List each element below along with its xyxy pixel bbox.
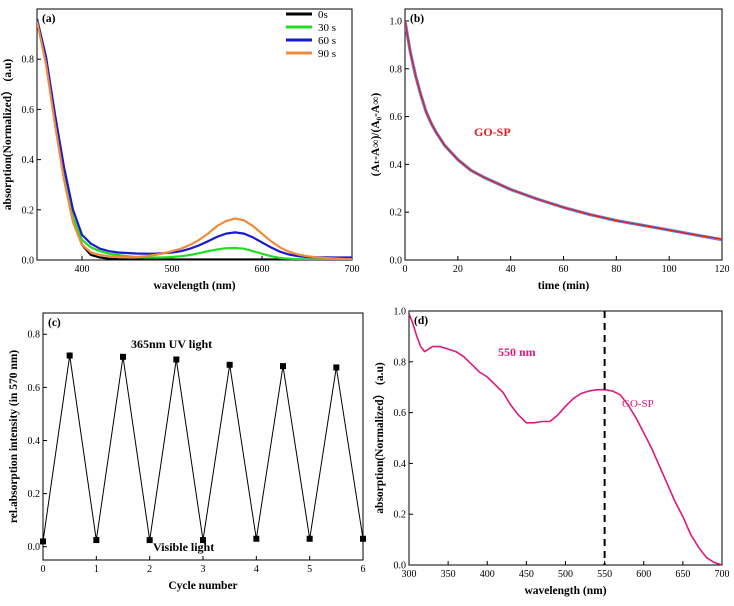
data-point: [226, 361, 233, 368]
x-tick-label: 400: [75, 264, 90, 275]
y-tick-label: 0.4: [394, 459, 407, 470]
x-tick-label: 450: [519, 569, 534, 580]
y-tick-label: 1.0: [390, 16, 403, 27]
y-tick-label: 0.0: [22, 256, 35, 267]
y-tick-label: 0.0: [28, 542, 41, 553]
annotation-550nm: 550 nm: [498, 345, 536, 359]
y-tick-label: 0.2: [394, 510, 407, 521]
x-tick-label: 40: [506, 264, 516, 275]
annotation-go-sp: GO-SP: [622, 398, 654, 410]
series-line-cycle: [43, 355, 363, 542]
data-point: [333, 364, 340, 371]
legend-label: 0s: [318, 9, 328, 21]
x-tick-label: 700: [345, 264, 360, 275]
x-tick-label: 100: [662, 264, 677, 275]
x-tick-label: 500: [558, 569, 573, 580]
x-tick-label: 60: [559, 264, 569, 275]
y-tick-label: 0.8: [394, 357, 407, 368]
data-point: [146, 537, 153, 544]
data-point: [306, 535, 313, 542]
y-axis-label: (Aₜ-A∞)/(A₀-A∞): [370, 93, 382, 177]
data-point: [280, 363, 286, 370]
x-tick-label: 350: [441, 569, 456, 580]
data-point: [93, 537, 100, 544]
y-tick-label: 0.6: [22, 105, 35, 116]
x-tick-label: 120: [715, 264, 730, 275]
x-tick-label: 1: [94, 564, 99, 575]
x-axis-label: wavelength (nm): [524, 585, 606, 597]
x-tick-label: 550: [597, 569, 612, 580]
x-tick-label: 3: [201, 564, 206, 575]
plot-frame: [408, 310, 723, 566]
series-line-60-s: [37, 18, 352, 259]
x-tick-label: 0: [41, 564, 46, 575]
series-line-fit: [405, 20, 722, 240]
y-tick-label: 0.2: [22, 205, 35, 216]
series-line-0s: [37, 18, 352, 260]
annotation-uv-light: 365nm UV light: [131, 337, 212, 351]
data-point: [173, 356, 180, 363]
x-tick-label: 4: [254, 564, 259, 575]
x-axis-label: wavelength (nm): [153, 280, 235, 292]
data-point: [40, 538, 46, 545]
x-tick-label: 6: [361, 564, 366, 575]
x-tick-label: 0: [403, 264, 408, 275]
x-tick-label: 650: [675, 569, 690, 580]
data-point: [120, 353, 126, 360]
x-tick-label: 700: [715, 569, 730, 580]
y-tick-label: 0.6: [394, 408, 407, 419]
y-tick-label: 0.0: [394, 561, 407, 572]
annotation-go-sp: GO-SP: [474, 125, 511, 139]
y-tick-label: 0.6: [28, 383, 41, 394]
annotation-visible-light: Visible light: [153, 540, 214, 554]
y-tick-label: 1.0: [394, 307, 407, 318]
series-line-30-s: [37, 18, 352, 260]
panel-label: (d): [414, 315, 428, 327]
x-tick-label: 600: [636, 569, 651, 580]
panel-a: 400 500 600 700 0.0 0.2 0.4 0.6 0.8 wavelength (n…: [0, 8, 360, 292]
panel-c: 0 1 2 3 4 5 6 0.0 0.2 0.4 0.6 0.8 Cycle number rel.ab…: [8, 312, 366, 592]
y-axis-label: absorption(Normalized） (a.u): [0, 59, 14, 211]
y-tick-label: 0.4: [22, 155, 35, 166]
x-axis-label: time (min): [538, 280, 590, 292]
y-tick-label: 0.2: [390, 208, 403, 219]
x-axis-label: Cycle number: [168, 580, 237, 592]
y-tick-label: 0.4: [28, 436, 41, 447]
x-tick-label: 500: [165, 264, 180, 275]
plot-frame: [404, 8, 723, 261]
panel-label: (c): [48, 317, 61, 329]
y-tick-label: 0.4: [390, 160, 403, 171]
data-point: [360, 535, 366, 542]
x-tick-label: 300: [402, 569, 417, 580]
y-axis-label: absorption(Normalized） (a.u): [372, 362, 386, 514]
legend-label: 90 s: [318, 48, 336, 60]
data-point: [253, 535, 260, 542]
y-tick-label: 0.0: [390, 256, 403, 267]
panel-b: 0 20 40 60 80 100 120 0.0 0.2 0.4 0.6 0.8 1.0 time (m…: [370, 8, 730, 292]
y-tick-label: 0.2: [28, 489, 41, 500]
legend-label: 30 s: [318, 22, 336, 34]
panel-label: (a): [42, 13, 56, 25]
data-point: [200, 537, 206, 544]
data-point: [66, 352, 73, 359]
x-tick-label: 5: [307, 564, 312, 575]
y-tick-label: 0.8: [390, 64, 403, 75]
y-tick-label: 0.8: [28, 330, 41, 341]
series-line-GO-SP: [409, 313, 722, 565]
y-tick-label: 0.8: [22, 55, 35, 66]
x-tick-label: 2: [147, 564, 152, 575]
x-tick-label: 600: [255, 264, 270, 275]
series-line-90-s: [37, 21, 352, 260]
panel-d: 300 350 400 450 500 550 600 650 700 0.0 0.2 0.4 0.6 0…: [372, 307, 730, 598]
plot-frame: [36, 8, 353, 261]
legend-label: 60 s: [318, 35, 336, 47]
y-axis-label: rel.absorption intensity (in 570 nm): [8, 350, 20, 523]
x-tick-label: 20: [453, 264, 463, 275]
x-tick-label: 400: [480, 569, 495, 580]
x-tick-label: 80: [611, 264, 621, 275]
y-tick-label: 0.6: [390, 112, 403, 123]
panel-label: (b): [410, 13, 424, 25]
